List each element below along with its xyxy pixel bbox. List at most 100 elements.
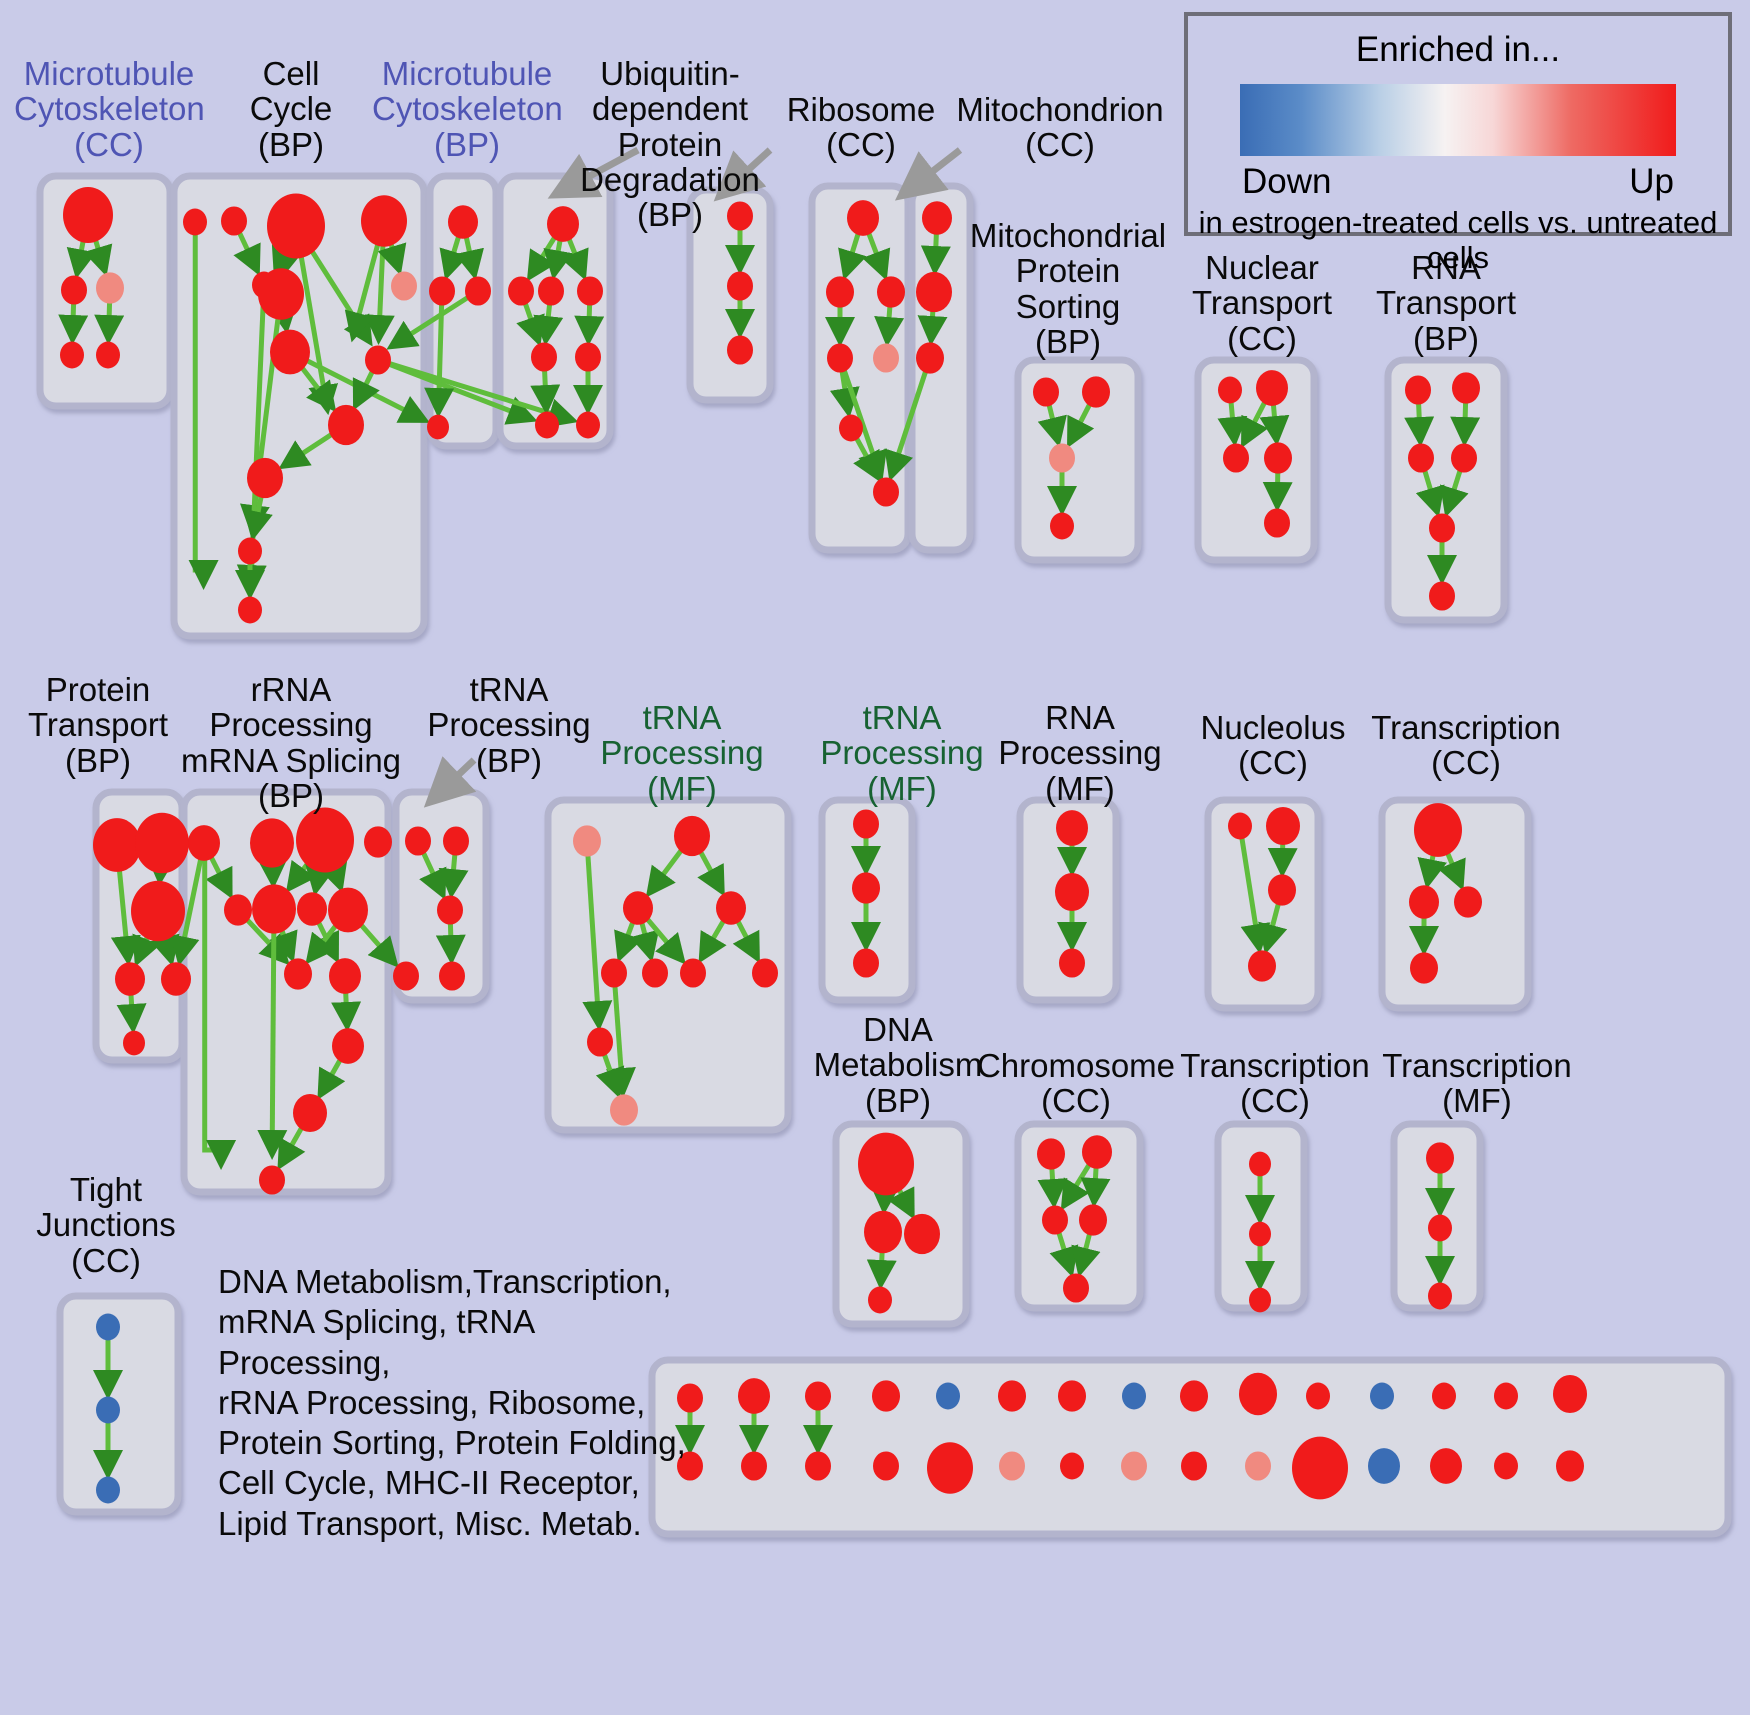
- network-node[interactable]: [443, 826, 469, 856]
- network-node[interactable]: [1249, 1151, 1271, 1177]
- network-node[interactable]: [575, 342, 601, 372]
- network-node[interactable]: [1050, 512, 1074, 540]
- network-node[interactable]: [328, 887, 368, 933]
- network-node[interactable]: [247, 457, 283, 499]
- network-node[interactable]: [927, 1442, 973, 1494]
- network-node[interactable]: [1452, 372, 1480, 404]
- network-node[interactable]: [1454, 886, 1482, 918]
- network-node[interactable]: [1059, 948, 1085, 978]
- network-node[interactable]: [1494, 1382, 1518, 1410]
- network-node[interactable]: [224, 894, 252, 926]
- network-node[interactable]: [826, 276, 854, 308]
- network-node[interactable]: [587, 1027, 613, 1057]
- network-node[interactable]: [1414, 803, 1462, 857]
- network-node[interactable]: [1556, 1450, 1584, 1482]
- network-node[interactable]: [188, 825, 220, 861]
- network-node[interactable]: [1368, 1448, 1400, 1484]
- network-node[interactable]: [1264, 442, 1292, 474]
- network-node[interactable]: [904, 1213, 940, 1255]
- network-node[interactable]: [93, 818, 141, 872]
- network-node[interactable]: [1239, 1372, 1277, 1416]
- network-node[interactable]: [296, 807, 354, 873]
- network-node[interactable]: [96, 1476, 120, 1504]
- network-node[interactable]: [1180, 1380, 1208, 1412]
- network-node[interactable]: [573, 825, 601, 857]
- network-node[interactable]: [1082, 1135, 1112, 1169]
- network-node[interactable]: [258, 268, 304, 320]
- network-node[interactable]: [1218, 376, 1242, 404]
- network-node[interactable]: [922, 201, 952, 235]
- network-node[interactable]: [873, 343, 899, 373]
- network-node[interactable]: [439, 961, 465, 991]
- network-node[interactable]: [853, 809, 879, 839]
- network-node[interactable]: [623, 891, 653, 925]
- network-node[interactable]: [1063, 1273, 1089, 1303]
- network-node[interactable]: [1049, 443, 1075, 473]
- network-node[interactable]: [96, 272, 124, 304]
- network-node[interactable]: [115, 962, 145, 996]
- network-node[interactable]: [96, 1313, 120, 1341]
- network-node[interactable]: [577, 276, 603, 306]
- network-node[interactable]: [868, 1286, 892, 1314]
- network-node[interactable]: [221, 206, 247, 236]
- network-node[interactable]: [1042, 1205, 1068, 1235]
- network-node[interactable]: [727, 271, 753, 301]
- network-node[interactable]: [1228, 812, 1252, 840]
- network-node[interactable]: [1248, 950, 1276, 982]
- network-node[interactable]: [1249, 1287, 1271, 1313]
- network-node[interactable]: [328, 404, 364, 446]
- network-node[interactable]: [805, 1381, 831, 1411]
- network-node[interactable]: [365, 345, 391, 375]
- network-node[interactable]: [1249, 1221, 1271, 1247]
- network-node[interactable]: [1451, 443, 1477, 473]
- network-node[interactable]: [60, 341, 84, 369]
- network-node[interactable]: [405, 826, 431, 856]
- network-node[interactable]: [752, 958, 778, 988]
- network-node[interactable]: [1429, 581, 1455, 611]
- network-node[interactable]: [1122, 1382, 1146, 1410]
- network-node[interactable]: [1060, 1452, 1084, 1480]
- network-node[interactable]: [448, 205, 478, 239]
- network-node[interactable]: [576, 411, 600, 439]
- network-node[interactable]: [1430, 1448, 1462, 1484]
- network-node[interactable]: [135, 812, 189, 874]
- network-node[interactable]: [267, 193, 325, 259]
- network-node[interactable]: [1410, 952, 1438, 984]
- network-node[interactable]: [873, 1451, 899, 1481]
- network-node[interactable]: [1432, 1382, 1456, 1410]
- network-node[interactable]: [538, 276, 564, 306]
- network-node[interactable]: [238, 596, 262, 624]
- network-node[interactable]: [999, 1451, 1025, 1481]
- network-node[interactable]: [936, 1382, 960, 1410]
- network-node[interactable]: [1181, 1451, 1207, 1481]
- network-node[interactable]: [1405, 375, 1431, 405]
- network-node[interactable]: [1266, 806, 1300, 846]
- network-node[interactable]: [1245, 1451, 1271, 1481]
- network-node[interactable]: [716, 891, 746, 925]
- network-node[interactable]: [1306, 1382, 1330, 1410]
- network-node[interactable]: [916, 342, 944, 374]
- network-node[interactable]: [183, 208, 207, 236]
- network-node[interactable]: [864, 1210, 902, 1254]
- network-node[interactable]: [238, 537, 262, 565]
- network-node[interactable]: [1223, 443, 1249, 473]
- network-node[interactable]: [123, 1030, 145, 1056]
- network-node[interactable]: [1256, 370, 1288, 406]
- network-node[interactable]: [1055, 872, 1089, 912]
- network-node[interactable]: [252, 271, 276, 299]
- network-node[interactable]: [393, 961, 419, 991]
- network-node[interactable]: [1426, 1142, 1454, 1174]
- network-node[interactable]: [601, 958, 627, 988]
- network-node[interactable]: [1264, 508, 1290, 538]
- network-node[interactable]: [873, 477, 899, 507]
- network-node[interactable]: [259, 1165, 285, 1195]
- network-node[interactable]: [427, 414, 449, 440]
- network-node[interactable]: [727, 335, 753, 365]
- network-node[interactable]: [1056, 810, 1088, 846]
- network-node[interactable]: [1268, 874, 1296, 906]
- network-node[interactable]: [61, 275, 87, 305]
- network-node[interactable]: [741, 1451, 767, 1481]
- network-node[interactable]: [429, 276, 455, 306]
- network-node[interactable]: [1429, 513, 1455, 543]
- network-node[interactable]: [998, 1380, 1026, 1412]
